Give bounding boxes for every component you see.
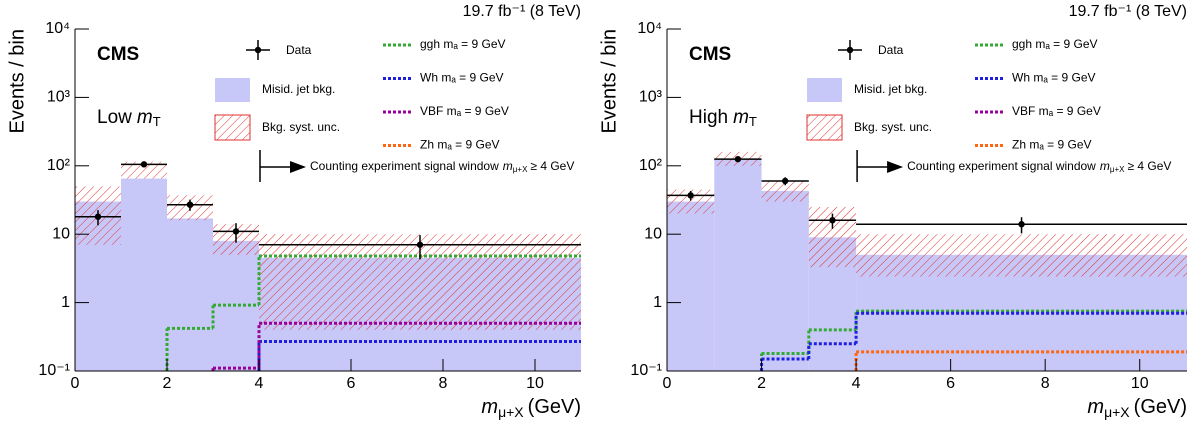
legend-label: ggh mₐ = 9 GeV [1012,37,1098,51]
y-tick-label: 10⁴ [637,20,662,37]
window-arrowhead [290,161,306,173]
region-sub: T [153,114,161,129]
y-tick-label: 10⁴ [45,20,70,37]
experiment-label: CMS [689,44,731,65]
y-tick-label: 1 [653,294,662,311]
y-tick-label: 10 [644,225,662,242]
x-tick-label: 8 [439,375,448,392]
data-point [140,161,148,168]
x-label-unit: (GeV) [528,396,581,418]
legend-label: Data [286,43,312,57]
legend-label: Bkg. syst. unc. [262,120,340,134]
annotation-sub: μ+X [1110,165,1125,174]
legend-background-swatch [215,78,250,102]
annotation-symbol: m [1100,159,1110,173]
y-tick-label: 10⁻¹ [630,362,662,379]
region-label: Low mT [97,107,161,129]
data-point [734,155,742,163]
annotation-text: Counting experiment signal window [310,159,499,173]
region-text: High [689,107,728,128]
legend-label: VBF mₐ = 9 GeV [420,104,509,118]
window-arrowhead [887,161,904,173]
uncertainty-band [761,180,809,202]
y-tick-label: 10³ [639,89,663,106]
x-tick-label: 4 [255,375,264,392]
data-point [416,241,424,248]
window-annotation: Counting experiment signal window mμ+X ≥ 4… [907,159,1171,174]
data-point [781,177,789,185]
x-label-unit: (GeV) [1134,396,1187,418]
x-tick-label: 4 [852,375,861,392]
x-label-sub: μ+X [1104,404,1130,420]
legend-data-marker [846,46,854,54]
annotation-tail: ≥ 4 GeV [530,159,574,173]
annotation-tail: ≥ 4 GeV [1127,159,1171,173]
y-tick-label: 10² [47,157,71,174]
legend-label: VBF mₐ = 9 GeV [1012,104,1101,118]
data-point [687,192,694,199]
y-tick-label: 10³ [47,89,71,106]
region-label: High mT [689,107,757,129]
x-label-sub: μ+X [498,404,524,420]
legend-label: Zh mₐ = 9 GeV [420,138,500,152]
x-label-symbol: m [481,396,498,418]
annotation-sub: μ+X [513,165,528,174]
legend-label: Misid. jet bkg. [262,82,335,96]
x-tick-label: 6 [946,375,955,392]
legend-label: Data [878,43,904,57]
uncertainty-band [121,161,167,179]
data-point [94,213,102,220]
data-point [1018,221,1025,228]
background-bar [167,218,213,371]
legend-data-marker [254,46,262,54]
annotation-text: Counting experiment signal window [907,159,1096,173]
legend-label: Wh mₐ = 9 GeV [1012,71,1096,85]
data-point [186,201,194,208]
background-bar [121,178,167,371]
x-tick-label: 10 [526,375,544,392]
data-point [232,228,240,235]
data-point [829,217,836,224]
x-tick-label: 6 [347,375,356,392]
legend-uncertainty-swatch [806,114,843,141]
y-axis-label: Events / bin [598,29,620,134]
x-tick-label: 0 [663,375,672,392]
region-symbol: m [733,107,749,128]
y-tick-label: 1 [61,294,70,311]
legend-label: Misid. jet bkg. [854,82,927,96]
uncertainty-band [856,234,1187,277]
region-text: Low [97,107,132,128]
y-tick-label: 10 [52,225,70,242]
x-label-symbol: m [1087,396,1104,418]
background-bar [714,159,762,371]
x-tick-label: 0 [71,375,80,392]
x-axis-label: mμ+X (GeV) [1087,396,1187,419]
annotation-symbol: m [503,159,513,173]
x-tick-label: 8 [1041,375,1050,392]
y-axis-label: Events / bin [6,29,28,134]
y-tick-label: 10² [639,157,663,174]
x-tick-label: 10 [1131,375,1149,392]
x-tick-label: 2 [163,375,172,392]
legend-label: Wh mₐ = 9 GeV [420,71,504,85]
x-tick-label: 2 [757,375,766,392]
background-bar [761,190,809,371]
legend-label: ggh mₐ = 9 GeV [420,37,506,51]
legend-background-swatch [807,78,842,102]
background-bar [667,201,715,371]
lumi-label: 19.7 fb⁻¹ (8 TeV) [463,3,581,20]
region-sub: T [749,114,757,129]
window-annotation: Counting experiment signal window mμ+X ≥ 4… [310,159,574,174]
experiment-label: CMS [97,44,139,65]
legend-uncertainty-swatch [214,114,251,141]
legend-label: Zh mₐ = 9 GeV [1012,138,1092,152]
legend-label: Bkg. syst. unc. [854,120,932,134]
x-axis-label: mμ+X (GeV) [481,396,581,419]
y-tick-label: 10⁻¹ [38,362,70,379]
region-symbol: m [137,107,153,128]
lumi-label: 19.7 fb⁻¹ (8 TeV) [1069,3,1187,20]
